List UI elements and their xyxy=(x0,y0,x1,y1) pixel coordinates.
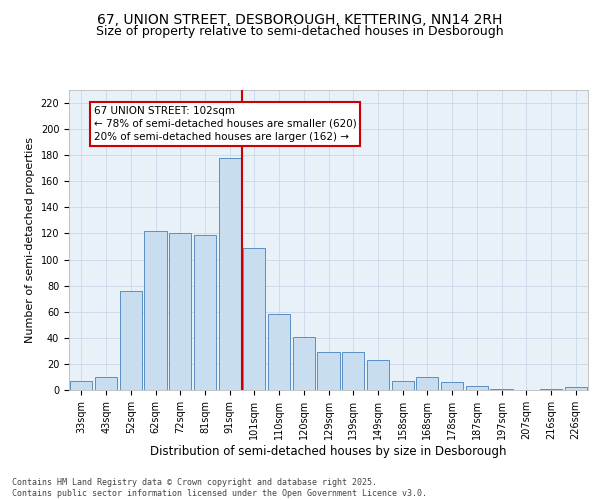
X-axis label: Distribution of semi-detached houses by size in Desborough: Distribution of semi-detached houses by … xyxy=(150,444,507,458)
Bar xyxy=(565,388,587,390)
Bar xyxy=(95,377,117,390)
Bar xyxy=(70,381,92,390)
Bar xyxy=(194,235,216,390)
Bar xyxy=(416,377,439,390)
Bar xyxy=(243,248,265,390)
Text: 67, UNION STREET, DESBOROUGH, KETTERING, NN14 2RH: 67, UNION STREET, DESBOROUGH, KETTERING,… xyxy=(97,12,503,26)
Bar xyxy=(441,382,463,390)
Bar xyxy=(268,314,290,390)
Bar xyxy=(218,158,241,390)
Y-axis label: Number of semi-detached properties: Number of semi-detached properties xyxy=(25,137,35,343)
Text: Contains HM Land Registry data © Crown copyright and database right 2025.
Contai: Contains HM Land Registry data © Crown c… xyxy=(12,478,427,498)
Bar xyxy=(367,360,389,390)
Text: 67 UNION STREET: 102sqm
← 78% of semi-detached houses are smaller (620)
20% of s: 67 UNION STREET: 102sqm ← 78% of semi-de… xyxy=(94,106,356,142)
Bar xyxy=(490,388,512,390)
Bar xyxy=(169,234,191,390)
Bar xyxy=(342,352,364,390)
Bar xyxy=(293,336,315,390)
Bar xyxy=(119,291,142,390)
Bar xyxy=(466,386,488,390)
Bar xyxy=(392,381,414,390)
Bar xyxy=(145,231,167,390)
Bar xyxy=(317,352,340,390)
Text: Size of property relative to semi-detached houses in Desborough: Size of property relative to semi-detach… xyxy=(96,25,504,38)
Bar xyxy=(540,388,562,390)
